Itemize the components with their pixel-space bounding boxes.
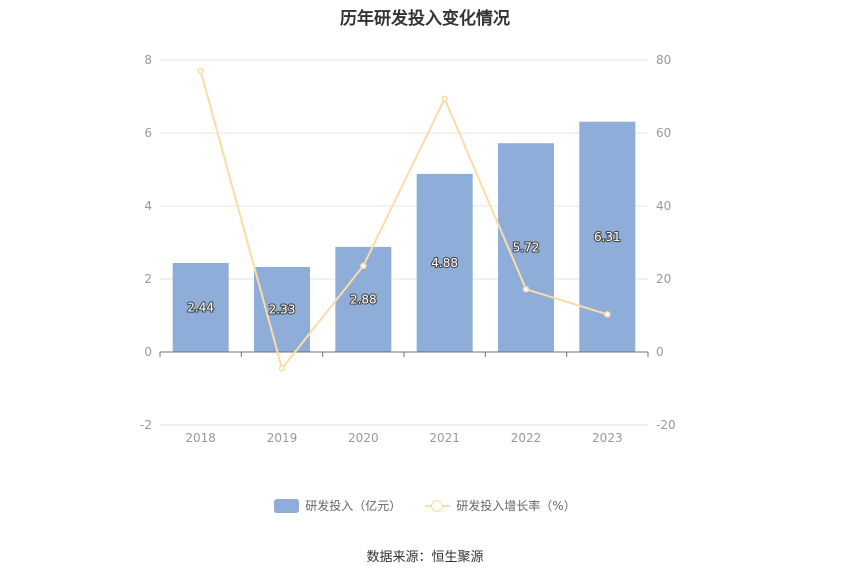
x-tick-label: 2021 xyxy=(429,431,460,445)
gridlines xyxy=(160,59,648,426)
x-tick-label: 2019 xyxy=(267,431,298,445)
growth-rate-point xyxy=(360,262,367,270)
line-series xyxy=(197,67,611,372)
bar-value-label: 2.88 xyxy=(350,292,377,306)
growth-rate-point xyxy=(441,95,448,102)
bar-value-label: 2.44 xyxy=(187,300,214,314)
right-tick-label: -20 xyxy=(656,418,676,432)
bar-series xyxy=(172,121,636,352)
legend-label: 研发投入（亿元） xyxy=(305,499,402,513)
growth-rate-point xyxy=(604,311,611,318)
bar-value-label: 4.88 xyxy=(431,256,458,270)
right-tick-label: 60 xyxy=(656,126,671,140)
bar-value-label: 5.72 xyxy=(513,241,540,255)
x-axis: 2018 2019 2020 2021 2022 2023 xyxy=(159,351,649,445)
bar-labels: 2.44 2.33 2.88 4.88 5.72 6.31 xyxy=(186,229,622,318)
legend-line-swatch xyxy=(425,499,451,513)
right-tick-label: 80 xyxy=(656,53,671,67)
legend-bar-swatch xyxy=(274,498,300,513)
x-tick-label: 2022 xyxy=(511,431,542,445)
left-tick-label: 4 xyxy=(144,199,152,213)
right-tick-label: 20 xyxy=(656,272,671,286)
bar xyxy=(172,262,229,352)
left-tick-label: 2 xyxy=(144,272,152,286)
bar-value-label: 6.31 xyxy=(594,230,621,244)
left-y-axis: -2 0 2 4 6 8 xyxy=(140,53,152,432)
chart-title: 历年研发投入变化情况 xyxy=(340,9,510,29)
left-tick-label: 0 xyxy=(144,345,152,359)
bar xyxy=(254,266,310,352)
legend: 研发投入（亿元） 研发投入增长率（%） xyxy=(0,497,850,514)
right-tick-label: 40 xyxy=(656,199,671,213)
growth-rate-line xyxy=(199,70,608,371)
growth-rate-point xyxy=(197,67,204,75)
growth-rate-point xyxy=(522,285,530,293)
bar-value-label: 2.33 xyxy=(269,302,296,316)
source-note: 数据来源：恒生聚源 xyxy=(366,550,484,565)
bar xyxy=(416,173,473,352)
left-tick-label: -2 xyxy=(140,418,152,432)
legend-label: 研发投入增长率（%） xyxy=(456,499,576,513)
legend-item-growth-rate[interactable]: 研发投入增长率（%） xyxy=(425,497,576,514)
left-tick-label: 8 xyxy=(144,53,152,67)
left-tick-label: 6 xyxy=(144,126,152,140)
x-tick-label: 2018 xyxy=(185,431,216,445)
right-tick-label: 0 xyxy=(656,345,664,359)
right-y-axis: -20 0 20 40 60 80 xyxy=(656,53,676,432)
legend-item-rd-investment[interactable]: 研发投入（亿元） xyxy=(274,497,401,514)
growth-rate-point xyxy=(278,365,286,372)
x-tick-label: 2023 xyxy=(592,431,623,445)
x-tick-label: 2020 xyxy=(348,431,379,445)
